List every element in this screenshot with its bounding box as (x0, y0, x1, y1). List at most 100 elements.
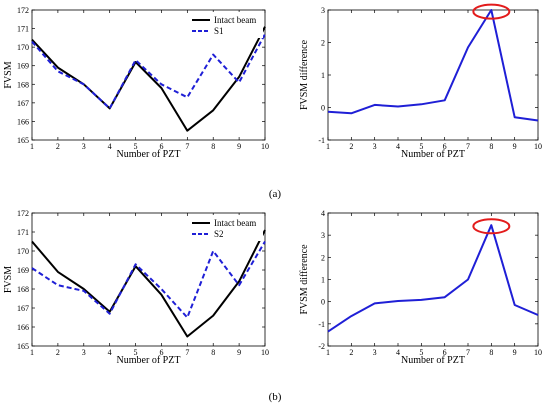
legend-entry: S2 (214, 229, 224, 239)
y-tick-label: 167 (17, 99, 29, 108)
y-tick-label: 167 (17, 304, 29, 313)
series-line-difference (327, 224, 539, 333)
x-tick-label: 3 (373, 142, 377, 151)
x-tick-label: 2 (56, 348, 60, 357)
y-tick-label: 171 (17, 228, 29, 237)
x-axis-label: Number of PZT (117, 355, 181, 366)
series-line-s2 (31, 240, 266, 319)
x-tick-label: 10 (261, 348, 269, 357)
x-tick-label: 1 (30, 348, 34, 357)
y-tick-label: 170 (17, 247, 29, 256)
x-tick-label: 4 (108, 348, 112, 357)
y-tick-label: -2 (318, 342, 325, 351)
x-tick-label: 2 (56, 142, 60, 151)
x-tick-label: 8 (211, 142, 215, 151)
chart-b-left: 1 2 3 4 5 6 7 8 9 10 165 166 167 168 169 170 171 172 Numbe… (3, 209, 269, 366)
x-tick-label: 7 (185, 348, 189, 357)
x-tick-label: 10 (534, 142, 542, 151)
x-tick-label: 9 (513, 348, 517, 357)
x-tick-label: 6 (159, 142, 163, 151)
x-tick-label: 10 (261, 142, 269, 151)
y-tick-label: 2 (321, 253, 325, 262)
x-tick-label: 3 (373, 348, 377, 357)
x-tick-label: 3 (82, 348, 86, 357)
x-tick-label: 5 (419, 348, 423, 357)
x-axis-label: Number of PZT (401, 355, 465, 366)
peak-highlight-ellipse (472, 218, 511, 235)
y-tick-label: 166 (17, 117, 29, 126)
x-tick-label: 4 (396, 142, 400, 151)
x-tick-label: 10 (534, 348, 542, 357)
y-tick-label: 168 (17, 285, 29, 294)
x-tick-label: 5 (419, 142, 423, 151)
legend-entry: Intact beam (214, 15, 256, 25)
x-tick-label: 7 (466, 142, 470, 151)
y-tick-label: 170 (17, 43, 29, 52)
x-tick-label: 9 (513, 142, 517, 151)
y-tick-label: 2 (321, 39, 325, 48)
y-tick-label: 1 (321, 71, 325, 80)
y-tick-label: 3 (321, 6, 325, 15)
x-tick-label: 5 (134, 142, 138, 151)
y-axis-label: FVSM (3, 61, 14, 88)
x-tick-label: 1 (326, 142, 330, 151)
y-tick-label: 168 (17, 80, 29, 89)
y-tick-label: -1 (318, 320, 325, 329)
chart-a-right: 1 2 3 4 5 6 7 8 9 10 -1 0 1 2 3 Number of PZT FVSM diffe… (299, 3, 542, 160)
x-tick-label: 8 (211, 348, 215, 357)
y-tick-label: 1 (321, 276, 325, 285)
y-axis-label: FVSM (3, 266, 14, 293)
x-tick-label: 3 (82, 142, 86, 151)
y-tick-label: 165 (17, 342, 29, 351)
x-tick-label: 9 (237, 348, 241, 357)
x-tick-label: 7 (185, 142, 189, 151)
series-line-intact-beam (31, 26, 266, 132)
y-tick-label: 0 (321, 104, 325, 113)
x-tick-label: 7 (466, 348, 470, 357)
y-tick-label: 165 (17, 136, 29, 145)
x-tick-label: 5 (134, 348, 138, 357)
x-tick-label: 2 (349, 348, 353, 357)
panel-label-b: (b) (269, 391, 282, 403)
legend-entry: S1 (214, 26, 224, 36)
y-tick-label: -1 (318, 136, 325, 145)
y-axis-label: FVSM difference (299, 39, 310, 110)
x-axis-label: Number of PZT (401, 149, 465, 160)
y-tick-label: 3 (321, 231, 325, 240)
x-tick-label: 6 (443, 348, 447, 357)
y-tick-label: 169 (17, 266, 29, 275)
y-tick-label: 166 (17, 323, 29, 332)
x-tick-label: 1 (326, 348, 330, 357)
x-tick-label: 8 (489, 348, 493, 357)
y-tick-label: 172 (17, 209, 29, 218)
legend-box (188, 215, 263, 241)
y-tick-label: 0 (321, 298, 325, 307)
legend-box (188, 12, 263, 38)
series-line-difference (327, 9, 539, 122)
panel-label-a: (a) (269, 188, 282, 200)
x-tick-label: 9 (237, 142, 241, 151)
y-tick-label: 172 (17, 6, 29, 15)
x-tick-label: 4 (396, 348, 400, 357)
axes-frame (31, 9, 266, 141)
chart-a-left: 1 2 3 4 5 6 7 8 9 10 165 166 167 168 169 170 171 172 Numbe… (3, 6, 269, 160)
series-line-s1 (31, 33, 266, 110)
x-tick-label: 6 (159, 348, 163, 357)
series-line-intact-beam (31, 229, 266, 338)
axes-frame (327, 9, 539, 141)
axes-frame (31, 212, 266, 347)
x-tick-label: 1 (30, 142, 34, 151)
y-tick-label: 4 (321, 209, 325, 218)
x-axis-label: Number of PZT (117, 149, 181, 160)
x-tick-label: 4 (108, 142, 112, 151)
peak-highlight-ellipse (472, 3, 511, 20)
legend-entry: Intact beam (214, 218, 256, 228)
x-tick-label: 8 (489, 142, 493, 151)
y-tick-label: 169 (17, 62, 29, 71)
x-tick-label: 2 (349, 142, 353, 151)
y-tick-label: 171 (17, 25, 29, 34)
y-axis-label: FVSM difference (299, 244, 310, 315)
x-tick-label: 6 (443, 142, 447, 151)
